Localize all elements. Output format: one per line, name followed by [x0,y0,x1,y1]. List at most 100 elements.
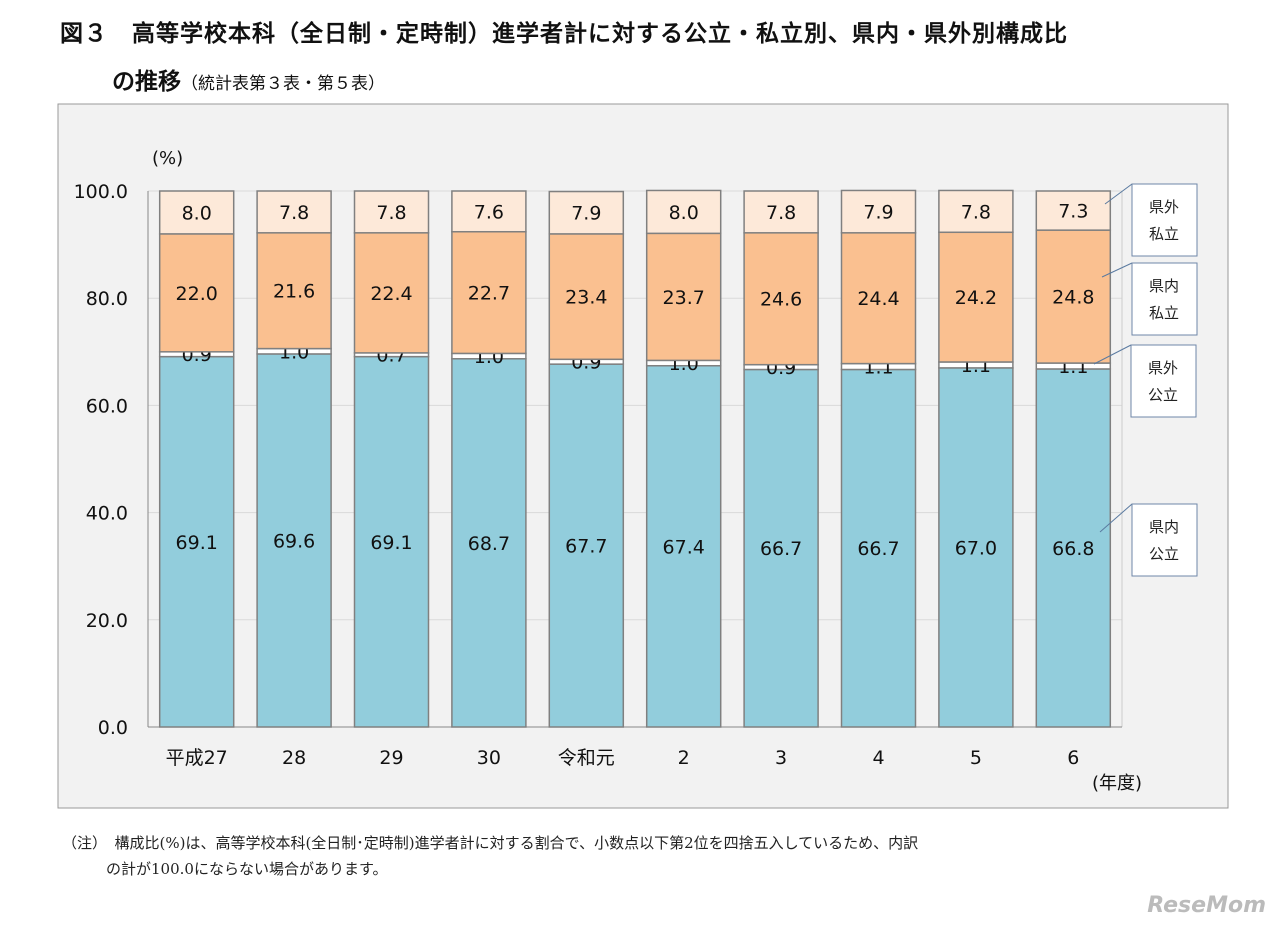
data-label: 69.1 [370,532,412,554]
data-label: 66.7 [857,538,899,560]
x-tick-label: 4 [872,747,884,769]
data-label: 22.0 [176,283,218,305]
data-label: 7.8 [279,202,309,224]
x-tick-label: 令和元 [558,747,615,769]
legend-box [1130,344,1197,418]
title-main: の推移 [112,69,181,95]
bar-segment [451,190,527,233]
bar-segment [645,232,722,362]
bar-segment [451,358,527,728]
data-label: 67.0 [955,537,997,559]
data-label: 22.7 [468,283,510,305]
bar-segment [256,353,332,728]
bar-segment [938,189,1014,234]
legend-label: 県内 [1149,518,1179,536]
data-label: 7.8 [376,202,406,224]
data-label: 67.4 [663,536,705,558]
data-label: 7.9 [863,202,893,224]
x-tick-label: 3 [775,747,787,769]
data-label: 7.8 [766,202,796,224]
y-tick-label: 0.0 [98,717,128,739]
legend-label: 県外 [1148,359,1178,377]
bar-segment [353,232,430,354]
legend-label: 私立 [1149,225,1179,243]
data-label: 7.9 [571,203,601,225]
bar-segment [840,232,917,365]
x-tick-label: 28 [282,747,306,769]
logo: ReseMom [1147,893,1266,918]
bar-segment [158,233,235,353]
bar-segment [548,190,625,235]
data-label: 21.6 [273,281,315,303]
y-tick-label: 100.0 [74,181,128,203]
data-label: 67.7 [565,536,607,558]
data-label: 24.8 [1052,287,1094,309]
y-tick-label: 20.0 [86,610,128,632]
data-label: 24.4 [857,288,899,310]
data-label: 69.1 [176,532,218,554]
legend-box [1131,183,1198,257]
legend-box [1131,262,1198,336]
legend-leader-line [1104,183,1133,205]
bar-segment [158,355,235,728]
data-label: 24.6 [760,289,802,311]
data-label: 66.8 [1052,538,1094,560]
title-sub: （統計表第３表・第５表） [181,74,385,94]
bar-segment [938,367,1014,728]
data-label: 7.3 [1058,201,1088,223]
x-tick-label: 2 [678,747,690,769]
bar-segment [353,355,430,728]
legend-label: 公立 [1148,386,1178,404]
data-label: 24.2 [955,287,997,309]
x-tick-label: 5 [970,747,982,769]
chart-title-line2: の推移（統計表第３表・第５表） [112,62,385,96]
bar-segment [256,190,332,234]
data-label: 23.4 [565,287,607,309]
bar-segment [743,190,819,234]
bar-segment [1035,229,1112,364]
bar-segment [1035,368,1112,728]
chart-title: 図３ 高等学校本科（全日制・定時制）進学者計に対する公立・私立別、県内・県外別構… [60,21,1068,47]
x-tick-label: 6 [1067,747,1079,769]
y-tick-label: 40.0 [86,503,128,525]
bar-segment [158,190,235,235]
bar-segment [548,233,625,361]
chart-frame [57,103,1229,809]
bar-segment [548,363,625,728]
data-label: 66.7 [760,538,802,560]
bar-segment [840,368,917,728]
bar-segment [840,189,917,234]
x-tick-label: 29 [379,747,403,769]
x-tick-label: 30 [477,747,501,769]
bar-segment [256,232,332,350]
data-label: 8.0 [182,202,212,224]
data-label: 8.0 [669,202,699,224]
y-axis-unit: (%) [152,148,183,169]
data-label: 68.7 [468,533,510,555]
bar-segment [743,368,819,728]
legend-label: 県外 [1149,198,1179,216]
data-label: 7.8 [961,201,991,223]
data-label: 23.7 [663,287,705,309]
legend-leader-line [1093,344,1132,365]
bar-segment [743,232,819,366]
legend-leader-line [1099,503,1133,533]
legend-leader-line [1101,262,1133,278]
bar-segment [353,190,430,234]
data-label: 7.6 [474,201,504,223]
y-tick-label: 60.0 [86,395,128,417]
legend-label: 公立 [1149,545,1179,563]
x-tick-label: 平成27 [166,747,228,769]
bar-segment [645,189,722,235]
footnote: （注） 構成比(%)は、高等学校本科(全日制･定時制)進学者計に対する割合で、小… [62,830,918,882]
bar-segment [645,364,722,728]
note-line-2: の計が100.0にならない場合があります。 [106,860,388,878]
legend-label: 私立 [1149,304,1179,322]
data-label: 22.4 [370,283,412,305]
legend-box [1131,503,1198,577]
bar-segment [1035,190,1112,231]
y-tick-label: 80.0 [86,288,128,310]
x-axis-unit: (年度) [1092,773,1142,794]
bar-segment [451,230,527,355]
